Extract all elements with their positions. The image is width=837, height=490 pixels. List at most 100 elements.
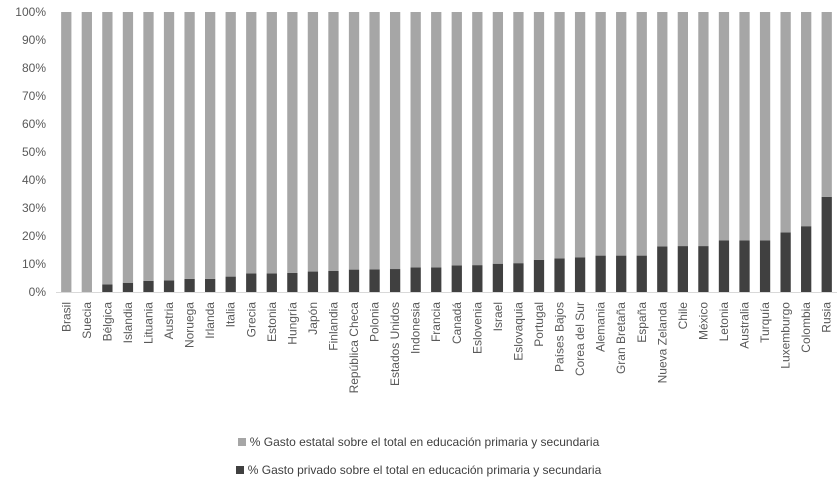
bar-segment-estatal [246, 12, 257, 274]
y-tick-label: 0% [29, 285, 47, 299]
bar-segment-estatal [595, 12, 606, 256]
x-category-label: Brasil [59, 302, 73, 332]
bar-segment-estatal [636, 12, 647, 256]
y-tick-label: 10% [22, 257, 46, 271]
x-axis: Brasil Suecia Bélgica Islandia Lituania Austr… [56, 292, 837, 394]
x-category-label: México [696, 302, 710, 340]
x-category-label: Países Bajos [553, 302, 567, 372]
legend-item-privado: % Gasto privado sobre el total en educac… [235, 463, 602, 477]
bar-segment-privado [636, 255, 647, 292]
x-category-label: Austria [162, 302, 176, 340]
bar-segment-privado [163, 280, 175, 292]
bar-segment-privado [389, 269, 401, 292]
x-category-label: República Checa [347, 302, 361, 394]
bar-segment-estatal [410, 12, 421, 268]
bar-segment-estatal [143, 12, 154, 281]
x-category-label: Estados Unidos [388, 302, 402, 386]
bar-segment-privado [595, 255, 606, 292]
bar-segment-privado [739, 240, 750, 292]
bar-segment-estatal [657, 12, 668, 247]
bar-segment-estatal [287, 12, 298, 273]
x-category-label: Grecia [244, 302, 258, 338]
bar-segment-privado [801, 226, 812, 292]
legend-swatch-privado [235, 466, 244, 474]
bar-segment-estatal [163, 12, 175, 281]
legend-label-privado: % Gasto privado sobre el total en educac… [247, 463, 602, 477]
x-category-label: Colombia [799, 302, 813, 353]
bar-segment-estatal [574, 12, 586, 258]
bar-segment-estatal [266, 12, 277, 274]
bar-segment-privado [821, 196, 832, 292]
x-category-label: Rusia [820, 302, 834, 333]
y-axis: 0% 10% 20% 30% 40% 50% 60% 70% 80% 90% 100% [15, 5, 46, 299]
x-category-label: Estonia [265, 302, 279, 342]
x-category-label: Israel [491, 302, 505, 331]
bar-segment-privado [657, 246, 668, 292]
x-category-label: Turquía [758, 302, 772, 343]
x-category-label: Japón [306, 302, 320, 335]
bar-segment-privado [225, 276, 236, 292]
x-category-label: Indonesia [409, 302, 423, 354]
bar-segment-privado [410, 267, 421, 292]
bar-segment-estatal [81, 12, 92, 292]
x-category-label: Eslovenia [470, 302, 484, 354]
x-category-label: Alemania [594, 302, 608, 352]
bar-segment-privado [533, 259, 545, 292]
y-tick-label: 60% [22, 117, 46, 131]
x-category-label: Chile [676, 302, 690, 330]
bar-segment-estatal [225, 12, 236, 277]
x-category-label: Finlandia [326, 302, 340, 351]
bar-segment-privado [616, 255, 627, 292]
bar-segment-privado [718, 240, 730, 292]
bar-segment-privado [513, 263, 524, 292]
x-category-label: Suecia [80, 302, 94, 339]
y-tick-label: 90% [22, 33, 46, 47]
y-tick-label: 50% [22, 145, 46, 159]
bar-segment-estatal [348, 12, 360, 270]
bar-segment-privado [431, 267, 442, 292]
bar-segment-privado [472, 265, 483, 292]
x-category-label: Corea del Sur [573, 302, 587, 376]
bar-segment-estatal [472, 12, 483, 266]
x-category-label: Bélgica [100, 302, 114, 342]
y-tick-label: 30% [22, 201, 46, 215]
bar-segment-estatal [307, 12, 319, 272]
x-category-label: Gran Bretaña [614, 302, 628, 374]
x-category-label: Polonia [368, 302, 382, 342]
bar-segment-privado [348, 269, 360, 292]
bar-segment-privado [246, 273, 257, 292]
x-category-label: Irlanda [203, 302, 217, 339]
x-category-label: Islandia [121, 302, 135, 344]
x-category-label: Luxemburgo [779, 302, 793, 369]
bar-segment-estatal [533, 12, 545, 260]
bar-segment-privado [122, 282, 134, 292]
legend-row-privado: % Gasto privado sobre el total en educac… [0, 463, 837, 477]
bar-segment-estatal [492, 12, 504, 264]
bar-segment-privado [677, 246, 688, 292]
bar-segment-privado [307, 271, 319, 292]
bar-segment-estatal [389, 12, 401, 270]
bar-segment-estatal [369, 12, 380, 270]
x-category-label: Canadá [450, 302, 464, 344]
bar-segment-privado [102, 284, 113, 292]
bar-segment-privado [554, 258, 565, 292]
legend-row-estatal: % Gasto estatal sobre el total en educac… [0, 435, 837, 449]
bar-segment-estatal [801, 12, 812, 227]
bar-segment-privado [698, 246, 709, 292]
x-category-label: Noruega [183, 302, 197, 348]
y-tick-label: 70% [22, 89, 46, 103]
bar-segment-estatal [554, 12, 565, 259]
x-category-label: Nueva Zelanda [655, 302, 669, 384]
bar-segment-estatal [513, 12, 524, 264]
bar-segment-privado [266, 273, 277, 292]
bar-segment-estatal [122, 12, 134, 283]
bar-segment-estatal [431, 12, 442, 268]
bar-segment-estatal [698, 12, 709, 247]
bars [61, 12, 832, 292]
bar-segment-estatal [184, 12, 195, 279]
bar-segment-estatal [205, 12, 216, 279]
legend-swatch-estatal [237, 438, 246, 446]
bar-segment-privado [451, 265, 462, 292]
bar-segment-estatal [328, 12, 339, 271]
bar-segment-privado [205, 278, 216, 292]
